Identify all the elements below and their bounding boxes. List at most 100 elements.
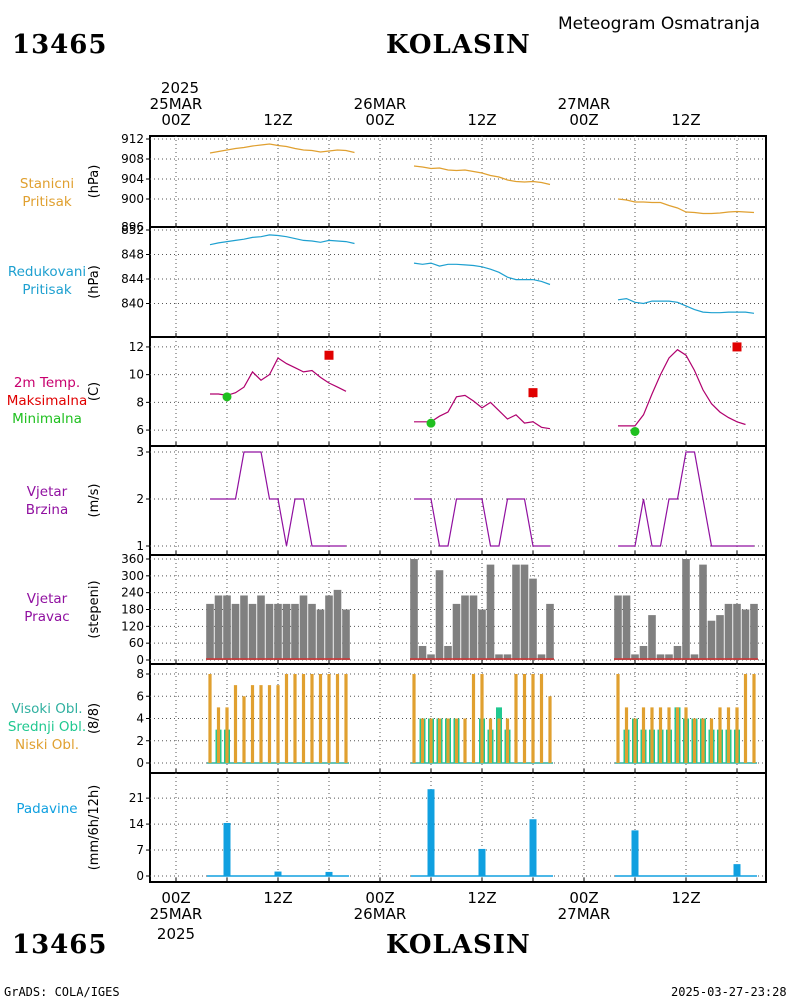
bottom-time-label-0: 00Z 25MAR [149,889,203,923]
wind-dir-bar [622,595,631,660]
wind-dir-bar [486,564,495,660]
low-cloud-bar [335,674,340,763]
series-line-reduced_pressure [209,234,355,246]
wind-dir-bar [631,654,639,660]
low-cloud-bar [284,674,289,763]
bottom-time-label-2: 00Z 26MAR [353,889,407,923]
panel-label-line: Niski Obl. [15,737,79,753]
precip-bar [478,848,486,876]
wind-dir-bar [537,654,546,660]
ytick-label-cloud_cover: 0 [136,756,144,770]
wind-dir-bar [724,603,733,660]
ytick-label-cloud_cover: 2 [136,734,144,748]
wind-dir-bar [316,609,325,660]
wind-dir-bar [503,654,512,660]
low-cloud-bar [293,674,297,763]
ytick-label-wind_direction: 120 [121,619,144,633]
wind-dir-bar [257,595,265,660]
wind-dir-bar [282,603,291,660]
wind-dir-bar [274,603,282,660]
low-cloud-bar [514,674,518,763]
wind-dir-bar [461,595,469,660]
ytick-label-wind_direction: 360 [121,552,144,566]
wind-dir-bar [546,603,554,660]
series-line-temperature [210,357,347,397]
ytick-label-wind_direction: 60 [129,636,144,650]
low-cloud-bar [429,718,433,763]
low-cloud-bar [225,707,229,763]
low-cloud-bar [267,685,272,763]
low-cloud-bar [539,674,544,763]
ytick-label-station_pressure: 904 [121,172,144,186]
low-cloud-bar [624,707,629,763]
low-cloud-bar [310,674,314,763]
panel-frame-reduced_pressure [149,226,767,338]
wind-dir-bar [410,559,418,660]
unit-label-reduced_pressure: (hPa) [87,265,102,299]
wind-dir-bar [206,603,214,660]
wind-dir-bar [291,603,299,660]
low-cloud-bar [463,718,467,763]
panel-label-line: Srednji Obl. [7,719,87,735]
panel-label-line: Vjetar [26,484,68,500]
ytick-label-wind_direction: 240 [121,586,144,600]
low-cloud-bar [412,674,416,763]
ytick-label-wind_direction: 0 [136,653,144,667]
precip-bar [427,789,435,876]
wind-dir-bar [520,564,529,660]
wind-dir-bar [444,645,452,660]
wind-dir-bar [682,559,690,660]
ytick-label-station_pressure: 896 [121,220,144,234]
ytick-label-precipitation: 0 [136,869,144,883]
wind-dir-bar [342,609,350,660]
unit-label-wind_direction: (stepeni) [87,580,102,638]
low-cloud-bar [735,707,739,763]
ytick-label-temperature: 12 [129,340,144,354]
panel-label-line: Minimalna [12,411,82,427]
panel-label-temperature: 2m Temp. Maksimalna Minimalna [0,374,102,428]
low-cloud-bar [709,718,714,763]
low-cloud-bar [259,685,263,763]
ytick-label-reduced_pressure: 852 [121,223,144,237]
ytick-label-station_pressure: 912 [121,132,144,146]
series-line-wind_speed [210,451,346,547]
series-line-wind_speed [618,451,754,547]
ytick-label-reduced_pressure: 844 [121,272,144,286]
low-cloud-bar [743,674,748,763]
low-cloud-bar [276,685,280,763]
precip-bar [529,819,537,876]
wind-dir-bar [308,603,316,660]
series-line-temperature [414,394,551,430]
unit-label-temperature: (C) [87,382,102,401]
wind-dir-bar [699,564,707,660]
top-time-label-0: 25MAR 00Z [149,95,203,129]
max-temp-marker [528,388,538,398]
panel-frame-precipitation [149,772,767,883]
panel-label-line: Redukovani [7,264,87,280]
top-time-label-1: 12Z [263,111,293,129]
series-line-station_pressure [617,198,755,215]
ytick-label-reduced_pressure: 840 [121,297,144,311]
bottom-time-label-5: 12Z [671,889,701,907]
bottom-time-label-4: 00Z 27MAR [557,889,611,923]
panel-label-line: Pritisak [22,282,72,298]
panel-label-cloud_cover: Visoki Obl. Srednji Obl. Niski Obl. [0,700,102,754]
unit-label-precipitation: (mm/6h/12h) [87,785,102,871]
ytick-label-cloud_cover: 8 [136,667,144,681]
station-name: KOLASIN [386,30,531,60]
panel-label-line: Maksimalna [6,393,88,409]
station-name-footer: KOLASIN [386,930,531,960]
ytick-label-reduced_pressure: 848 [121,248,144,262]
low-cloud-bar [522,674,527,763]
max-temp-marker [732,342,742,352]
ytick-label-temperature: 10 [129,368,144,382]
wind-dir-bar [214,595,223,660]
ytick-label-cloud_cover: 6 [136,689,144,703]
top-time-label-5: 12Z [671,111,701,129]
series-line-temperature [618,348,746,427]
wind-dir-bar [648,615,656,660]
ytick-label-wind_speed: 2 [136,492,144,506]
credit-text: GrADS: COLA/IGES [4,985,120,999]
series-line-reduced_pressure [413,262,551,286]
